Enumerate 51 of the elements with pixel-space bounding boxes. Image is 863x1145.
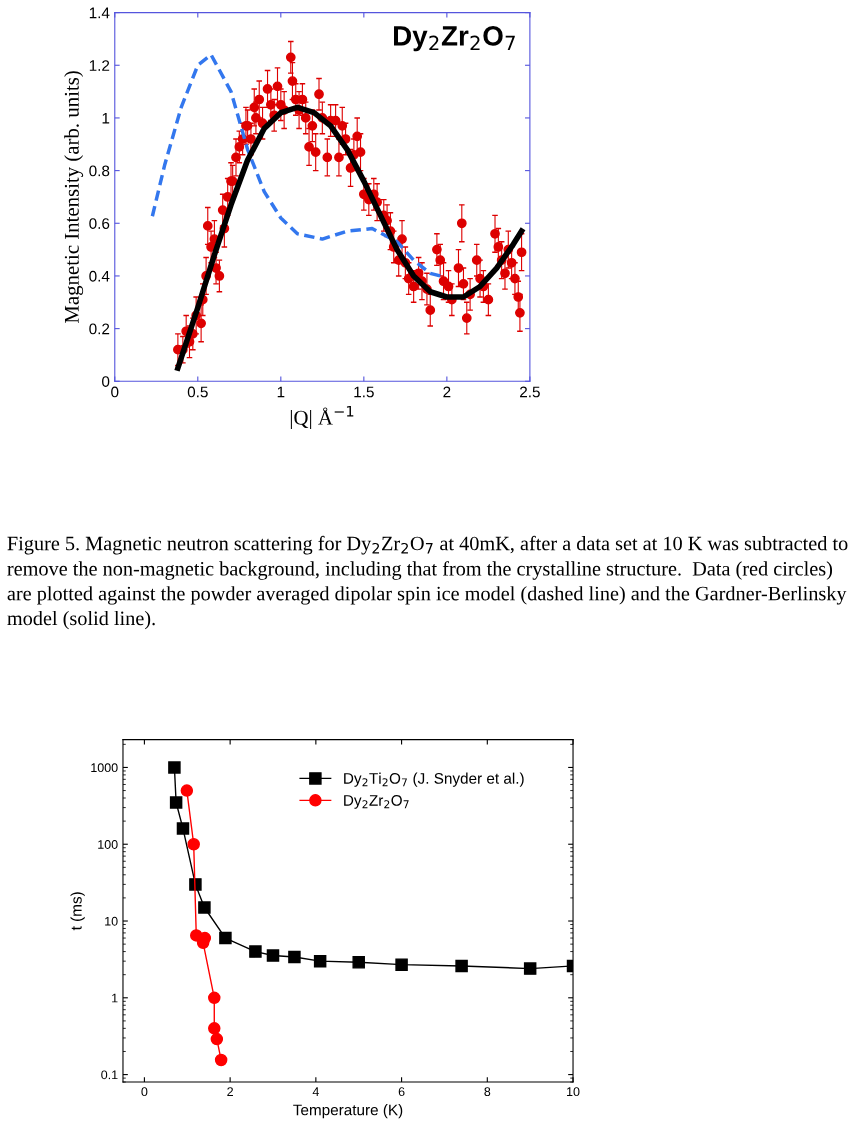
point <box>210 1032 224 1046</box>
point <box>249 945 262 958</box>
point <box>168 761 181 774</box>
x-axis-title: |Q| Å$^{−1}$ <box>290 405 354 430</box>
point <box>313 954 327 968</box>
legend-label: Dy$_{2}$Zr$_{2}$O$_{7}$ <box>344 794 409 809</box>
point <box>180 784 194 797</box>
y-tick-label: 100 <box>98 840 118 849</box>
y-tick-label: 0.4 <box>89 270 110 282</box>
y-tick-label: 0.1 <box>101 1070 118 1080</box>
y-tick-label: 1.2 <box>89 60 110 71</box>
point <box>219 931 232 945</box>
text: Figure 5. Magnetic neutron scattering for Dy$_{2}$Zr$_{2}$O$_{7}$ at 40mK, after a data set at 10 K was subtracted to remove the non-magnetic background, including that from the crystalline structure. Data (red circles) are plotted against the powder averaged dipolar spin ice model (dashed line) and the Gardner-Berlinsky model (solid line). <box>7 535 848 630</box>
y-tick-label: 0.2 <box>89 323 110 335</box>
y-axis-title: Magnetic Intensity (arb. units) <box>64 71 84 324</box>
point <box>214 1053 228 1067</box>
y-tick-label: 0.6 <box>89 218 110 229</box>
point <box>352 956 365 969</box>
y-tick-label: 1000 <box>91 763 118 773</box>
y-tick-label: 1.4 <box>89 7 110 19</box>
x-tick-label: 1.5 <box>354 386 374 398</box>
x-tick-label: 1 <box>277 386 285 398</box>
point <box>187 837 200 851</box>
x-tick-label: 2.5 <box>520 386 540 398</box>
x-tick-label: 2 <box>227 1087 233 1096</box>
y-tick-label: 1 <box>102 112 110 124</box>
x-tick-label: 8 <box>484 1087 491 1097</box>
x-tick-label: 4 <box>312 1087 319 1096</box>
x-tick-label: 6 <box>398 1087 405 1097</box>
x-tick-label: 10 <box>567 1087 580 1097</box>
point <box>198 901 211 914</box>
point <box>176 822 190 835</box>
point <box>208 1022 221 1035</box>
point <box>455 959 468 973</box>
x-tick-label: 2 <box>443 386 451 398</box>
x-axis-title: Temperature (K) <box>293 1104 403 1119</box>
point <box>208 991 221 1005</box>
point <box>395 958 408 971</box>
x-tick-label: 0 <box>141 1087 148 1097</box>
point <box>169 796 183 809</box>
y-tick-label: 10 <box>105 916 118 926</box>
y-tick-label: 0 <box>102 376 110 387</box>
y-axis-title: t (ms) <box>70 892 85 931</box>
annotation: Dy$_{2}$Zr$_{2}$O$_{7}$ <box>394 26 515 52</box>
point <box>266 949 280 962</box>
y-tick-label: 0.8 <box>89 165 110 177</box>
x-tick-label: 0.5 <box>187 386 208 398</box>
point <box>523 962 537 975</box>
y-tick-label: 1 <box>112 993 118 1003</box>
point <box>288 950 301 964</box>
legend-label: Dy$_{2}$Ti$_{2}$O$_{7}$ (J. Snyder et al.) <box>344 772 524 787</box>
